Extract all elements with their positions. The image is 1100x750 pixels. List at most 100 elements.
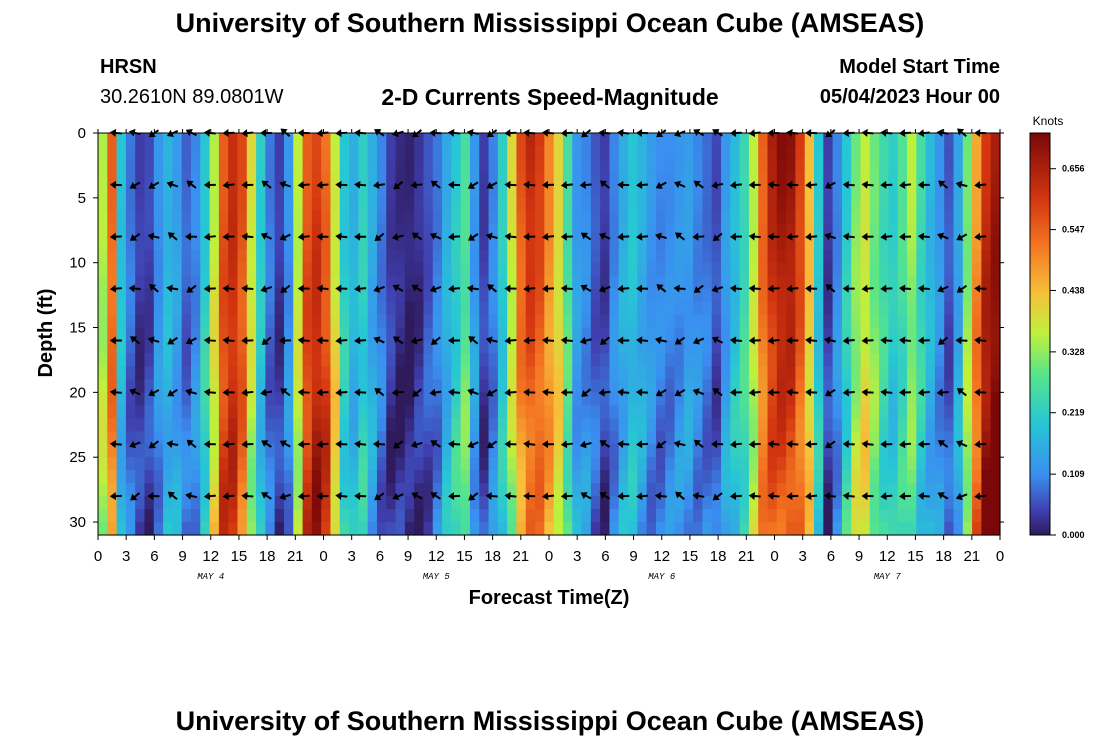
heatmap-cell [897, 405, 908, 419]
heatmap-cell [302, 249, 313, 264]
heatmap-cell [972, 470, 982, 484]
current-arrow [523, 388, 536, 397]
heatmap-cell [330, 145, 341, 160]
heatmap-cell [869, 496, 880, 510]
heatmap-cell [572, 483, 583, 497]
heatmap-cell [990, 314, 1001, 329]
heatmap-cell [628, 496, 638, 510]
arrow-head [203, 232, 211, 241]
heatmap-cell [693, 405, 704, 419]
heatmap-cell [851, 158, 862, 173]
heatmap-cell [628, 301, 638, 316]
heatmap-cell [888, 197, 899, 212]
heatmap-cell [218, 418, 229, 432]
arrow-head [467, 233, 476, 241]
current-arrow [373, 285, 385, 293]
heatmap-cell [469, 431, 480, 445]
current-arrow [560, 284, 573, 293]
heatmap-cell [283, 288, 294, 303]
arrow-head [429, 232, 438, 240]
heatmap-cell [376, 496, 387, 510]
arrow-head [147, 336, 155, 345]
current-arrow [203, 336, 216, 345]
heatmap-cell [851, 197, 862, 212]
heatmap-cell [814, 444, 824, 458]
heatmap-cell [841, 301, 852, 316]
arrow-head [656, 130, 664, 138]
heatmap-cell [330, 340, 341, 355]
arrow-head [166, 180, 174, 189]
heatmap-cell [144, 133, 155, 147]
heatmap-cell [748, 418, 759, 432]
current-arrow [599, 232, 611, 240]
current-arrow [374, 232, 385, 242]
heatmap-cell [879, 405, 890, 419]
heatmap-cell [423, 301, 434, 316]
heatmap-cell [404, 470, 415, 484]
heatmap-cell [144, 496, 155, 510]
heatmap-cell [944, 249, 955, 264]
heatmap-cell [256, 197, 266, 212]
heatmap-cell [981, 249, 992, 264]
heatmap-cell [98, 249, 108, 264]
heatmap-cell [330, 133, 341, 147]
heatmap-cell [572, 314, 583, 329]
heatmap-cell [711, 457, 722, 471]
day-label: MAY 7 [874, 572, 902, 582]
heatmap-cell [832, 275, 843, 290]
heatmap-cell [944, 483, 955, 497]
heatmap-cell [125, 392, 136, 406]
heatmap-cell [581, 184, 592, 199]
heatmap-cell [321, 366, 332, 380]
heatmap-cell [209, 275, 220, 290]
heatmap-cell [200, 223, 211, 238]
heatmap-cell [507, 340, 518, 355]
heatmap-cell [479, 431, 490, 445]
heatmap-cell [721, 158, 731, 173]
heatmap-cell [358, 392, 369, 406]
heatmap-cell [888, 418, 899, 432]
heatmap-cell [562, 184, 573, 199]
heatmap-cell [98, 236, 108, 251]
heatmap-cell [962, 275, 973, 290]
heatmap-cell [218, 431, 229, 445]
heatmap-cell [218, 522, 229, 536]
heatmap-cell [367, 301, 378, 316]
heatmap-cell [972, 431, 982, 445]
heatmap-cell [423, 197, 434, 212]
heatmap-cell [116, 340, 127, 355]
heatmap-cell [981, 418, 992, 432]
heatmap-cell [172, 509, 183, 523]
heatmap-cell [953, 314, 964, 329]
x-tick-label: 21 [963, 548, 980, 565]
heatmap-cell [841, 353, 852, 368]
heatmap-cell [888, 496, 899, 510]
x-tick-label: 0 [319, 548, 327, 565]
heatmap-cell [479, 522, 490, 536]
heatmap-cell [525, 145, 536, 160]
heatmap-cell [851, 431, 862, 445]
heatmap-cell [209, 210, 220, 225]
heatmap-cell [609, 470, 620, 484]
heatmap-cell [358, 262, 369, 277]
heatmap-cell [953, 522, 964, 536]
heatmap-cell [190, 197, 201, 212]
heatmap-cell [665, 184, 676, 199]
heatmap-cell [600, 262, 611, 277]
heatmap-cell [981, 457, 992, 471]
heatmap-cell [144, 340, 155, 355]
heatmap-cell [972, 197, 982, 212]
arrow-head [468, 336, 476, 343]
heatmap-cell [562, 171, 573, 186]
heatmap-cell [962, 431, 973, 445]
heatmap-cell [628, 353, 638, 368]
heatmap-cell [386, 210, 397, 225]
heatmap-cell [590, 210, 601, 225]
heatmap-cell [832, 236, 843, 251]
arrow-head [580, 492, 588, 500]
heatmap-cell [962, 327, 973, 342]
x-tick-label: 9 [404, 548, 412, 565]
heatmap-cell [925, 288, 936, 303]
current-arrow [617, 492, 630, 501]
heatmap-cell [153, 210, 164, 225]
